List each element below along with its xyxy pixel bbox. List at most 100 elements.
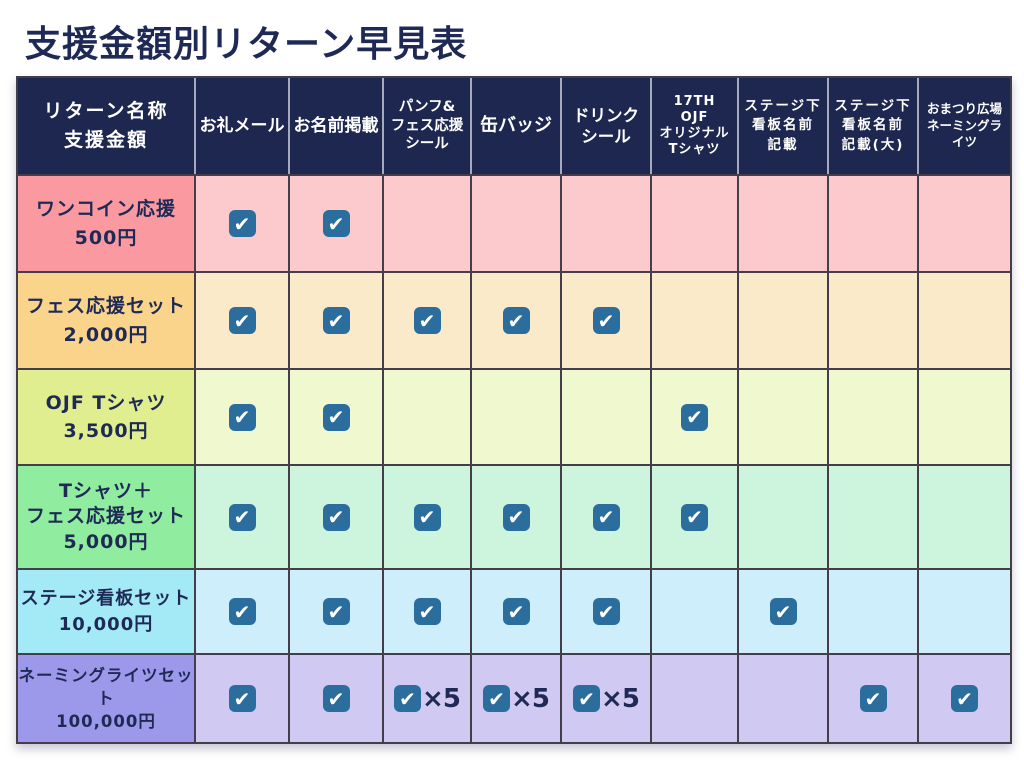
reward-cell: ✔ <box>196 271 290 368</box>
text-line: 10,000円 <box>58 613 154 635</box>
text-line: フェス応援セット <box>25 295 186 317</box>
reward-cell: ✔ <box>739 568 829 653</box>
column-header-5: 17TH OJF オリジナル Tシャツ <box>652 78 739 174</box>
column-header-0: お礼メール <box>196 78 290 174</box>
reward-cell: ✔ <box>290 368 384 464</box>
reward-cell <box>829 271 919 368</box>
reward-cell <box>829 568 919 653</box>
reward-cell: ✔ ×5 <box>562 653 652 742</box>
text-line: ネーミングラ <box>926 117 1002 133</box>
text-line: フェス応援 <box>390 117 464 134</box>
reward-cell <box>652 174 739 271</box>
reward-cell: ✔ ×5 <box>472 653 562 742</box>
reward-cell: ✔ <box>652 464 739 568</box>
text-line: シール <box>581 127 631 146</box>
reward-cell: ✔ <box>652 368 739 464</box>
reward-cell <box>562 174 652 271</box>
check-icon: ✔ <box>228 210 256 237</box>
check-icon: ✔ <box>228 307 256 334</box>
reward-cell: ✔ ×5 <box>384 653 472 742</box>
reward-cell <box>919 464 1010 568</box>
check-icon: ✔ <box>228 685 256 712</box>
check-icon: ✔ <box>413 503 441 531</box>
text-line: 100,000円 <box>56 712 156 732</box>
check-icon: ✔ <box>322 503 350 531</box>
reward-cell: ✔ <box>562 271 652 368</box>
column-header-1: お名前掲載 <box>290 78 384 174</box>
check-icon: ✔ <box>592 598 620 625</box>
text-line: お礼メール <box>199 115 285 136</box>
text-line: ステージ下 <box>834 97 912 114</box>
check-icon: ✔ <box>394 685 422 712</box>
text-line: 記載(大) <box>841 136 905 153</box>
column-header-2: パンフ& フェス応援シール <box>384 78 472 174</box>
text-line: Tシャツ＋ <box>59 479 153 502</box>
text-line: フェス応援セット <box>25 505 186 528</box>
check-icon: ✔ <box>769 598 797 625</box>
check-icon: ✔ <box>681 503 708 531</box>
reward-row-3: Tシャツ＋ フェス応援セット 5,000円 ✔ ✔ ✔ ✔ ✔ ✔ <box>18 464 1010 568</box>
reward-row-1: フェス応援セット 2,000円 ✔ ✔ ✔ ✔ ✔ <box>18 271 1010 368</box>
reward-cell: ✔ <box>290 271 384 368</box>
row-label: ワンコイン応援 500円 <box>18 174 196 271</box>
text-line: パンフ& <box>398 98 456 115</box>
text-line: 缶バッジ <box>480 115 552 137</box>
text-line: お名前掲載 <box>293 115 379 136</box>
reward-row-4: ステージ看板セット 10,000円 ✔ ✔ ✔ ✔ ✔ ✔ <box>18 568 1010 653</box>
check-icon: ✔ <box>322 403 350 431</box>
reward-cell: ✔ <box>472 568 562 653</box>
reward-cell <box>739 653 829 742</box>
check-icon: ✔ <box>322 685 350 712</box>
text-line: ドリンク <box>573 105 639 125</box>
text-line: シール <box>405 136 449 153</box>
text-line: OJF <box>680 109 709 125</box>
check-icon: ✔ <box>483 685 511 712</box>
reward-cell: ✔ <box>562 568 652 653</box>
check-icon: ✔ <box>592 503 620 531</box>
column-header-3: 缶バッジ <box>472 78 562 174</box>
check-icon: ✔ <box>413 598 441 625</box>
check-icon: ✔ <box>413 307 441 334</box>
reward-cell: ✔ <box>290 653 384 742</box>
reward-cell: ✔ <box>290 568 384 653</box>
text-line: 17TH <box>673 93 716 109</box>
reward-cell <box>652 568 739 653</box>
check-icon: ✔ <box>681 403 708 431</box>
row-label: フェス応援セット 2,000円 <box>18 271 196 368</box>
column-header-6: ステージ下 看板名前 記載 <box>739 78 829 174</box>
check-icon: ✔ <box>859 685 887 712</box>
text-line: 3,500円 <box>63 420 149 442</box>
corner-header: リターン名称 支援金額 <box>18 78 196 174</box>
text-line: ネーミングライツセット <box>18 665 194 708</box>
text-line: イツ <box>951 134 977 150</box>
reward-cell <box>829 368 919 464</box>
reward-cell <box>829 464 919 568</box>
table-header-row: リターン名称 支援金額 お礼メール お名前掲載 パンフ& フェス応援 シール 缶バッジ ドリン… <box>18 78 1010 174</box>
row-label: ネーミングライツセット 100,000円 <box>18 653 196 742</box>
column-header-7: ステージ下看板名前記載(大) <box>829 78 919 174</box>
reward-cell: ✔ <box>196 174 290 271</box>
text-line: 記載 <box>767 136 799 153</box>
reward-cell <box>562 368 652 464</box>
reward-cell: ✔ <box>919 653 1010 742</box>
reward-cell <box>919 368 1010 464</box>
row-label: Tシャツ＋ フェス応援セット 5,000円 <box>18 464 196 568</box>
reward-cell <box>919 568 1010 653</box>
check-icon: ✔ <box>228 598 256 625</box>
reward-cell: ✔ <box>562 464 652 568</box>
check-icon: ✔ <box>951 685 978 712</box>
check-icon: ✔ <box>592 307 620 334</box>
check-icon: ✔ <box>573 685 601 712</box>
reward-row-0: ワンコイン応援 500円 ✔ ✔ <box>18 174 1010 271</box>
text-line: ステージ看板セット <box>20 588 192 610</box>
reward-cell <box>652 271 739 368</box>
reward-cell <box>652 653 739 742</box>
reward-cell: ✔ <box>196 464 290 568</box>
reward-cell <box>384 368 472 464</box>
text-line: 看板名前 <box>842 117 904 134</box>
check-icon: ✔ <box>228 403 256 431</box>
reward-cell <box>829 174 919 271</box>
text-line: Tシャツ <box>668 142 721 158</box>
check-icon: ✔ <box>502 598 530 625</box>
check-icon: ✔ <box>322 307 350 334</box>
